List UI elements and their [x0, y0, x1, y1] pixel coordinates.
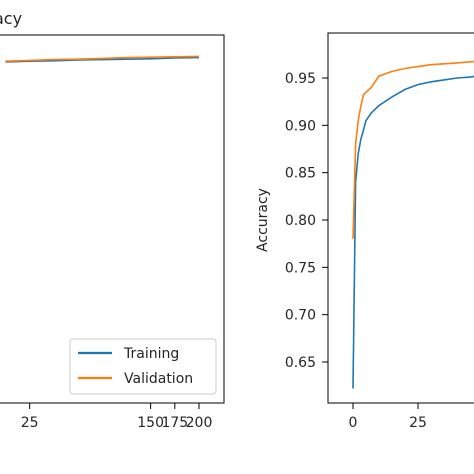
left-plot-frame: [0, 34, 225, 404]
left-x-tick-label: 200: [186, 415, 213, 431]
right-series-validation-line: [352, 60, 474, 239]
right-y-tick-label: 0.80: [285, 213, 316, 229]
left-series-validation-line: [5, 55, 200, 62]
legend-validation-label: Validation: [124, 371, 193, 387]
right-y-tick-label: 0.70: [285, 308, 316, 324]
right-y-tick-label: 0.65: [285, 355, 316, 371]
left-series-training-line: [5, 56, 200, 63]
right-y-tick-label: 0.75: [285, 260, 316, 276]
right-x-tick-label: 25: [409, 415, 427, 431]
right-x-axis: 0 25: [349, 403, 427, 431]
right-plot-frame: [327, 32, 474, 404]
right-series-training-line: [352, 75, 474, 389]
right-y-axis-label: Accuracy: [255, 188, 271, 252]
right-x-tick-label: 0: [349, 415, 358, 431]
left-x-tick-label: 150: [137, 415, 164, 431]
left-series-group: [5, 55, 200, 63]
right-y-tick-label: 0.90: [285, 118, 316, 134]
legend-training-label: Training: [123, 346, 179, 362]
right-y-tick-label: 0.95: [285, 71, 316, 87]
right-y-tick-label: 0.85: [285, 166, 316, 182]
right-chart: Accuracy 0.65 0.70 0.75 0.80 0.85 0.90 0.95 0 2…: [255, 32, 474, 431]
right-y-axis: 0.65 0.70 0.75 0.80 0.85 0.90 0.95: [285, 71, 328, 371]
left-x-tick-label: 175: [161, 415, 188, 431]
right-series-group: [352, 60, 474, 389]
legend: Training Validation: [69, 338, 217, 395]
left-chart-title: acy: [0, 9, 22, 28]
left-x-tick-label: 25: [21, 415, 39, 431]
